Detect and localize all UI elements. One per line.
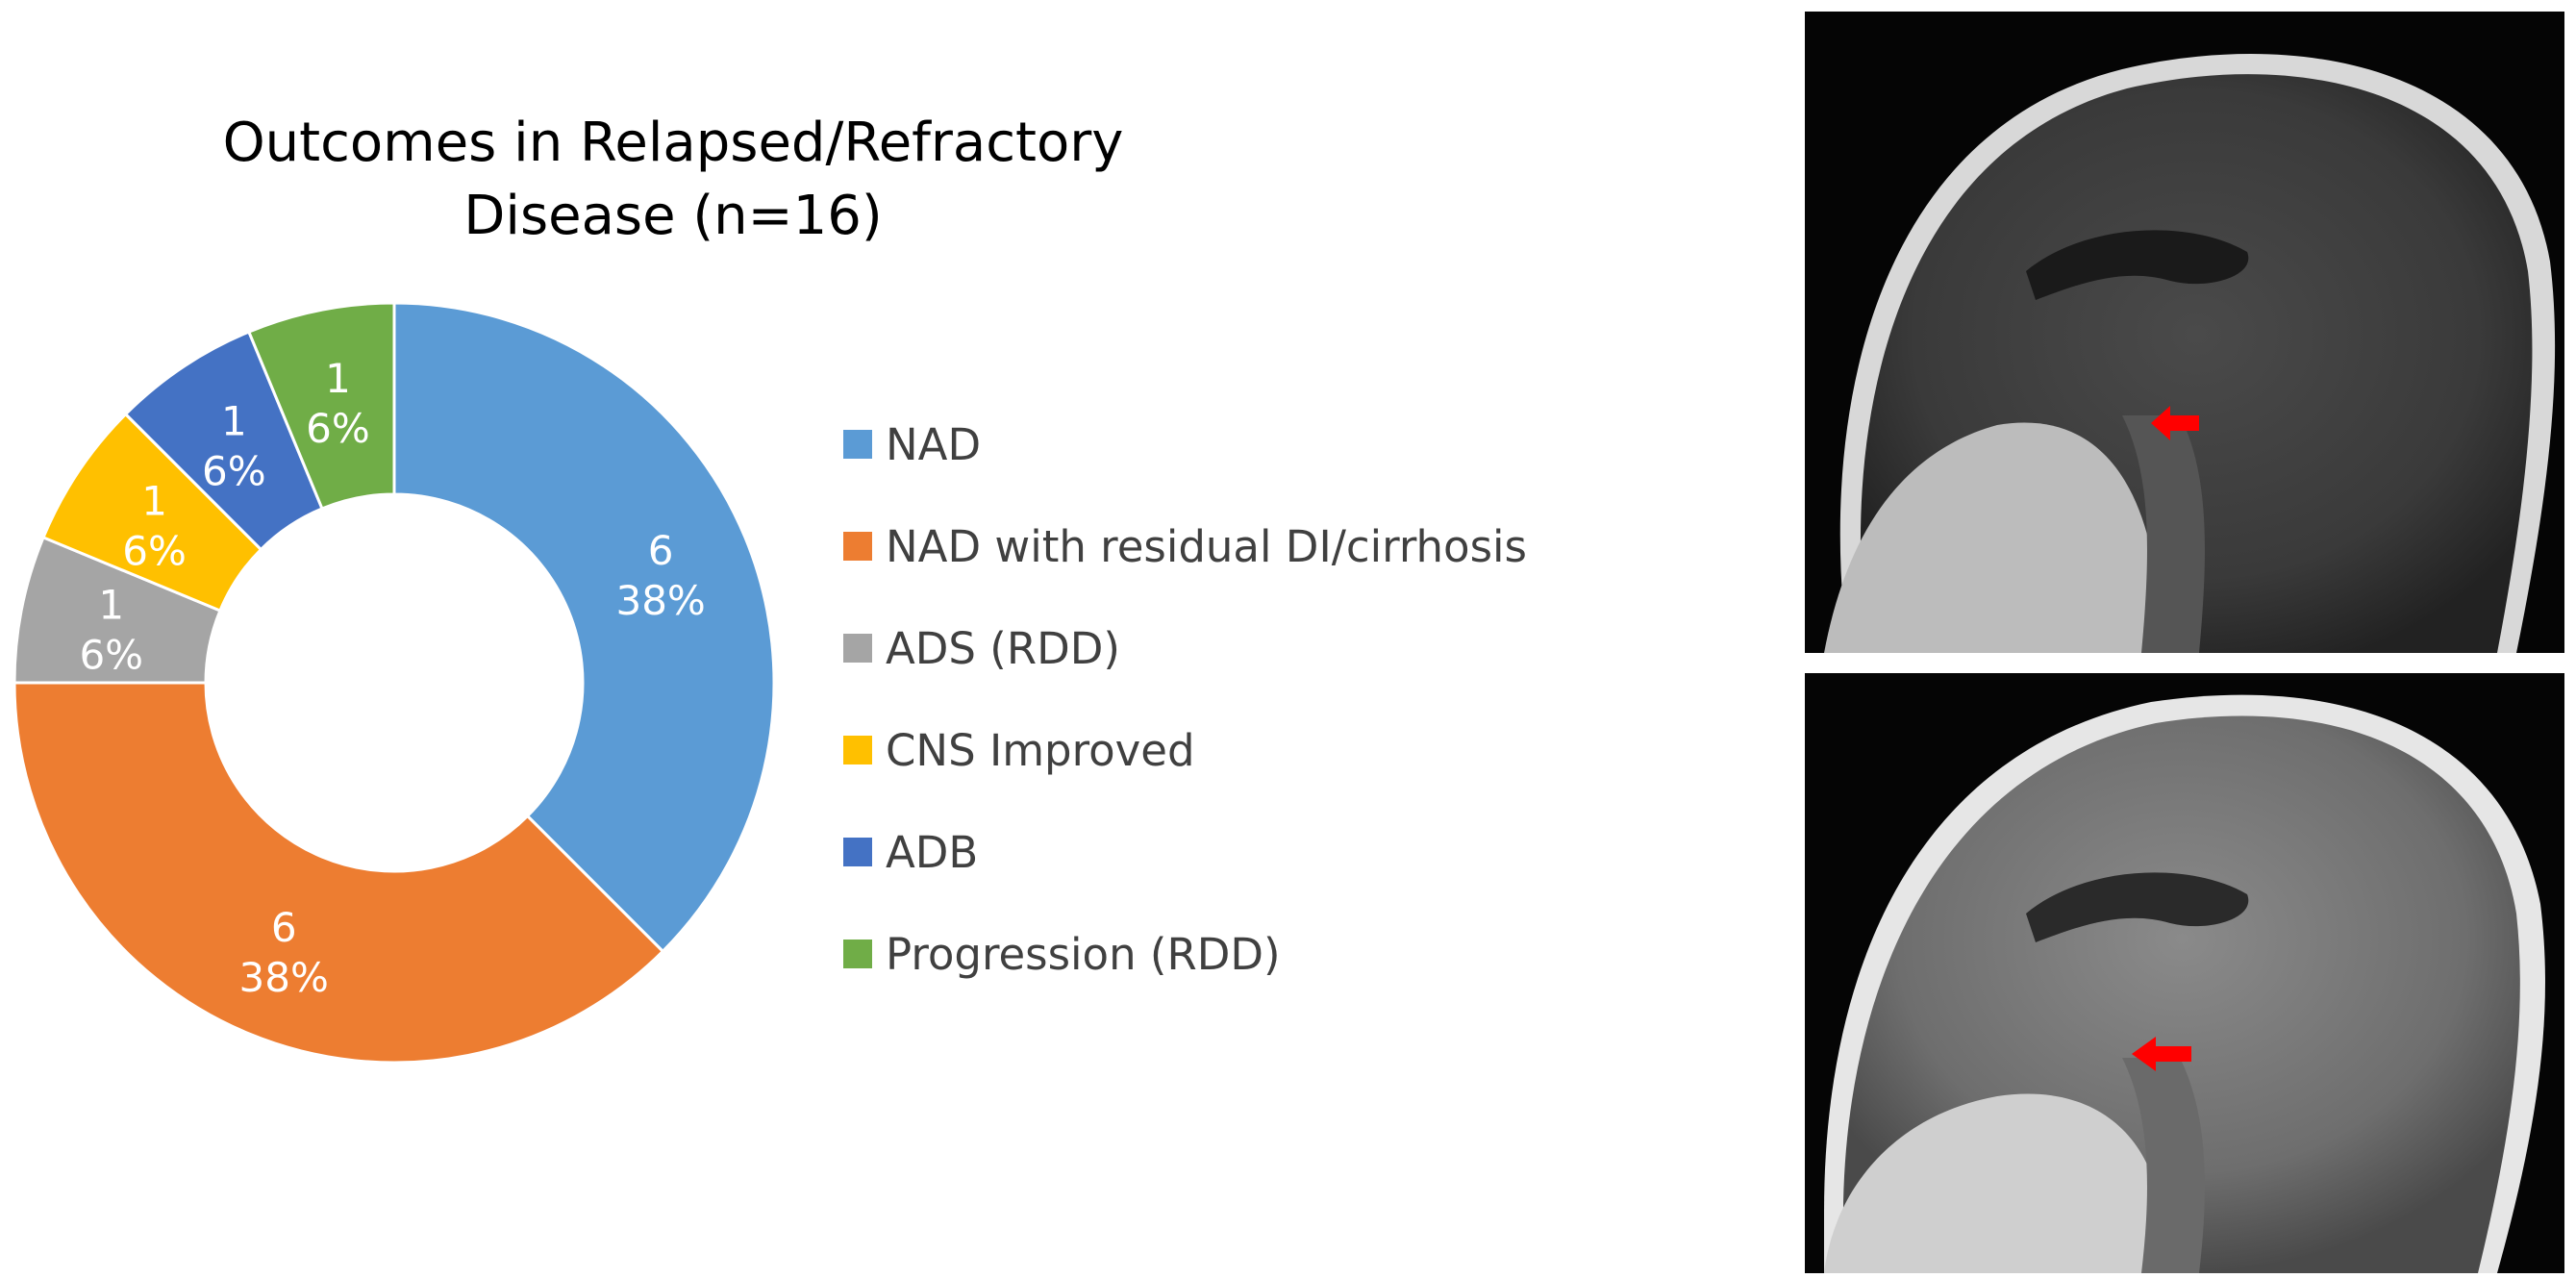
slice-value-label-1: 6	[271, 904, 297, 951]
chart-legend: NAD NAD with residual DI/cirrhosis ADS (RD…	[843, 419, 1527, 980]
legend-label-5: Progression (RDD)	[886, 929, 1281, 980]
donut-slice-0	[392, 301, 776, 954]
donut-chart: Outcomes in Relapsed/Refractory Disease …	[13, 112, 1527, 1065]
chart-title-line-1: Outcomes in Relapsed/Refractory	[223, 112, 1124, 174]
legend-swatch-1	[843, 532, 872, 561]
slice-percent-label-3: 6%	[122, 527, 187, 574]
donut-slice-labels: 638%638%16%16%16%16%	[79, 355, 705, 1001]
slice-percent-label-2: 6%	[79, 631, 143, 678]
legend-label-0: NAD	[886, 419, 981, 470]
legend-label-4: ADB	[886, 827, 978, 878]
legend-label-2: ADS (RDD)	[886, 623, 1120, 674]
legend-swatch-2	[843, 634, 872, 663]
legend-swatch-0	[843, 430, 872, 459]
donut-slice-5	[246, 301, 396, 511]
donut-slices	[13, 301, 776, 1065]
legend-label-3: CNS Improved	[886, 725, 1195, 776]
chart-title-line-2: Disease (n=16)	[463, 185, 882, 247]
slice-percent-label-4: 6%	[202, 448, 266, 495]
legend-swatch-4	[843, 838, 872, 866]
slice-value-label-3: 1	[141, 477, 167, 524]
slice-percent-label-5: 6%	[306, 405, 370, 452]
slice-value-label-5: 1	[325, 355, 351, 402]
legend-swatch-5	[843, 940, 872, 968]
slice-value-label-4: 1	[221, 398, 247, 445]
slice-value-label-0: 6	[648, 527, 674, 574]
donut-slice-1	[13, 681, 665, 1065]
mri-image-top	[1805, 12, 2564, 653]
slice-percent-label-1: 38%	[239, 954, 329, 1001]
slice-percent-label-0: 38%	[615, 577, 705, 624]
legend-swatch-3	[843, 736, 872, 764]
slice-value-label-2: 1	[98, 581, 124, 628]
mri-image-bottom	[1805, 673, 2564, 1273]
legend-label-1: NAD with residual DI/cirrhosis	[886, 521, 1527, 572]
